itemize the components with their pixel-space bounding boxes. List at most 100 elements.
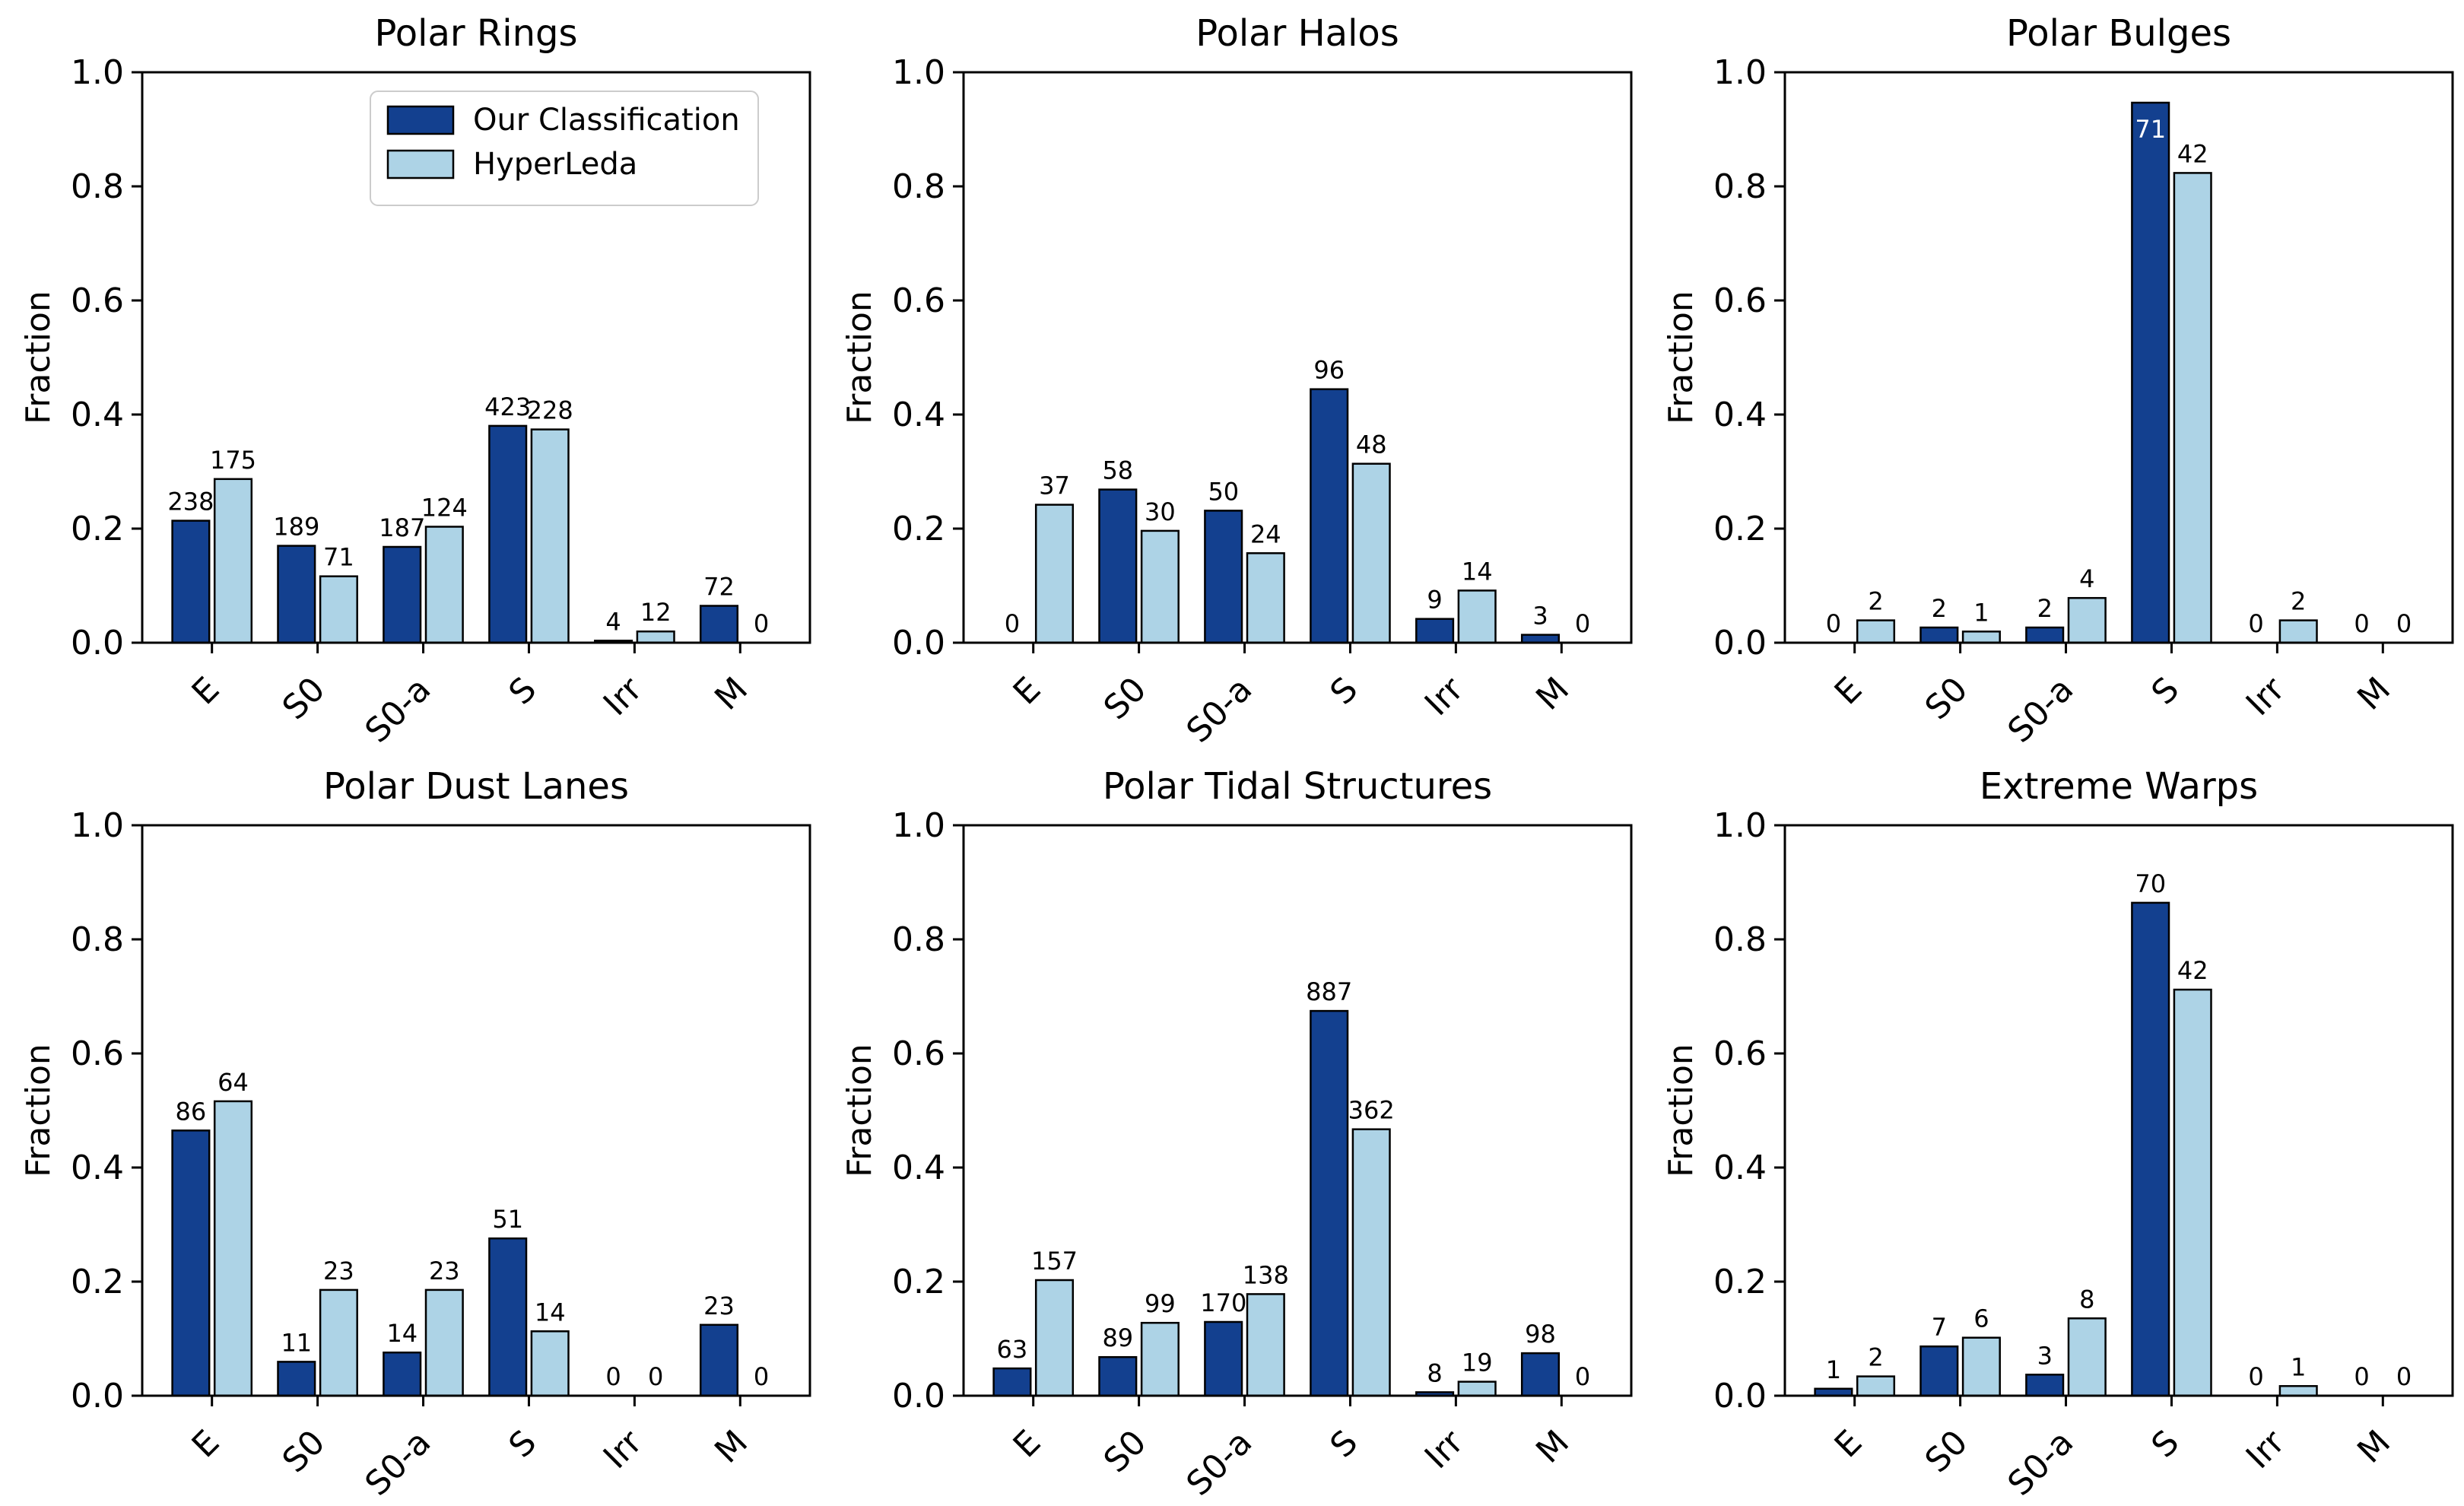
bar-hyperleda-e: [1856, 619, 1896, 644]
bar-our-classification-s0: [1919, 1345, 1959, 1397]
x-tick-label: S0: [1097, 670, 1154, 728]
bar-count-label: 1: [1826, 1355, 1841, 1384]
bar-our-classification-s: [2131, 101, 2170, 644]
bar-count-label: 4: [605, 607, 621, 636]
bar-hyperleda-e: [213, 478, 253, 644]
bar-hyperleda-irr: [1457, 1380, 1497, 1397]
bar-count-label: 23: [703, 1292, 735, 1320]
bar-count-label: 124: [421, 494, 468, 523]
bar-count-label: 8: [2079, 1285, 2094, 1314]
x-tick-label: S0-a: [357, 670, 438, 751]
bar-count-label: 4: [2079, 564, 2094, 593]
axis-spine: [141, 824, 811, 1397]
y-tick-label: 0.4: [71, 396, 124, 434]
legend: Our Classification HyperLeda: [370, 91, 759, 206]
y-tick-label: 0.6: [71, 1034, 124, 1073]
bar-our-classification-s0-a: [1204, 1320, 1243, 1397]
bar-count-label: 42: [2177, 956, 2208, 985]
legend-label-our-classification: Our Classification: [473, 103, 740, 138]
bar-count-label: 0: [2248, 1362, 2263, 1391]
subplot-extreme-warps: 1 7 3 70 0 0 2 6 8 42 1 0 0.0 0.2 0.4 0.6 0.8 1.0 E S0 S0-a S…: [1643, 753, 2464, 1506]
bar-count-label: 0: [605, 1362, 621, 1391]
bar-count-label: 2: [2037, 594, 2053, 623]
x-tick-label: S0-a: [2000, 670, 2081, 751]
bar-count-label: 0: [2396, 609, 2412, 638]
bar-count-label: 50: [1208, 477, 1239, 506]
bar-our-classification-s0-a: [383, 1351, 422, 1397]
bar-count-label: 71: [2135, 115, 2166, 144]
bar-count-label: 89: [1102, 1323, 1133, 1352]
bar-count-label: 3: [1532, 602, 1548, 631]
chart-svg-polar-rings: 238 189 187 423 4 72 175 71 124 228 12 0 0.0 0.2 0.4 0.…: [19, 12, 811, 751]
bar-our-classification-m: [1520, 1352, 1561, 1397]
y-tick-label: 0.8: [71, 920, 124, 959]
y-tick-label: 0.2: [71, 1263, 124, 1301]
x-tick-label: Irr: [1418, 669, 1472, 723]
bar-our-classification-s: [1310, 388, 1349, 644]
bar-count-label: 86: [176, 1097, 207, 1126]
x-tick-label: S: [501, 670, 544, 713]
bar-our-classification-s0-a: [2025, 626, 2065, 644]
x-tick-label: E: [185, 670, 227, 713]
subplot-polar-bulges: 0 2 2 71 0 0 2 1 4 42 2 0 0.0 0.2 0.4 0.6 0.8 1.0 E S0 S0-a S…: [1643, 0, 2464, 753]
y-tick-label: 0.0: [71, 624, 124, 662]
y-tick-label: 0.6: [71, 281, 124, 320]
bar-count-label: 70: [2135, 869, 2166, 898]
x-tick-label: Irr: [596, 1422, 650, 1476]
y-tick-label: 0.8: [1713, 167, 1767, 206]
x-tick-label: Irr: [596, 669, 650, 723]
bar-hyperleda-irr: [2278, 1385, 2318, 1397]
y-tick-label: 1.0: [892, 53, 945, 92]
y-tick-label: 1.0: [1713, 806, 1767, 845]
bar-count-label: 99: [1145, 1289, 1176, 1318]
x-tick-label: M: [1529, 670, 1577, 718]
y-tick-label: 0.2: [892, 1263, 945, 1301]
y-tick-label: 0.2: [1713, 1263, 1767, 1301]
bar-hyperleda-irr: [636, 630, 675, 644]
bar-count-label: 51: [492, 1205, 523, 1234]
bar-our-classification-e: [992, 1367, 1032, 1397]
legend-box: [370, 91, 759, 206]
bar-count-label: 362: [1348, 1096, 1395, 1125]
axis-spine: [962, 824, 1633, 1397]
y-tick-label: 1.0: [1713, 53, 1767, 92]
bar-count-label: 23: [323, 1257, 354, 1285]
bar-count-label: 48: [1356, 431, 1387, 459]
bar-hyperleda-s0-a: [1246, 552, 1285, 644]
bar-count-label: 0: [2248, 609, 2263, 638]
bar-count-label: 58: [1102, 456, 1133, 485]
bar-hyperleda-s0-a: [424, 1288, 464, 1397]
subplot-polar-rings: 238 189 187 423 4 72 175 71 124 228 12 0 0.0 0.2 0.4 0.…: [0, 0, 821, 753]
y-tick-label: 0.2: [892, 510, 945, 548]
x-tick-label: S: [1322, 670, 1365, 713]
chart-svg-polar-tidal-structures: 63 89 170 887 8 98 157 99 138 362 19 0 0.0 0.2 0.4 0.6 0…: [840, 765, 1633, 1504]
bar-hyperleda-s0: [1140, 1321, 1180, 1397]
bar-count-label: 1: [2291, 1352, 2306, 1381]
legend-swatch-our-classification: [386, 105, 455, 135]
x-tick-label: E: [185, 1423, 227, 1466]
subplot-polar-halos: 0 58 50 96 9 3 37 30 24 48 14 0 0.0 0.2 0.4 0.6 0.8 1.0 E S…: [821, 0, 1643, 753]
bar-count-label: 0: [1005, 609, 1020, 638]
bar-count-label: 189: [273, 513, 319, 542]
x-tick-label: S0-a: [1179, 670, 1259, 751]
y-axis-label: Fraction: [1662, 291, 1700, 424]
bar-count-label: 11: [281, 1328, 312, 1357]
bar-hyperleda-s0-a: [424, 526, 464, 644]
bar-count-label: 64: [218, 1068, 249, 1097]
chart-title: Polar Halos: [1195, 12, 1399, 55]
chart-svg-polar-halos: 0 58 50 96 9 3 37 30 24 48 14 0 0.0 0.2 0.4 0.6 0.8 1.0 E S…: [840, 12, 1633, 751]
chart-title: Extreme Warps: [1980, 765, 2258, 808]
x-tick-label: S0-a: [1179, 1423, 1259, 1504]
y-tick-label: 0.0: [71, 1377, 124, 1415]
bar-hyperleda-s0: [319, 575, 358, 644]
chart-title: Polar Dust Lanes: [323, 765, 629, 808]
bar-count-label: 0: [1575, 1362, 1590, 1391]
legend-swatch-hyperleda: [386, 149, 455, 180]
x-tick-label: S: [2144, 1423, 2186, 1466]
x-tick-label: M: [2350, 1423, 2398, 1471]
axis-spine: [141, 71, 811, 644]
x-tick-label: M: [1529, 1423, 1577, 1471]
